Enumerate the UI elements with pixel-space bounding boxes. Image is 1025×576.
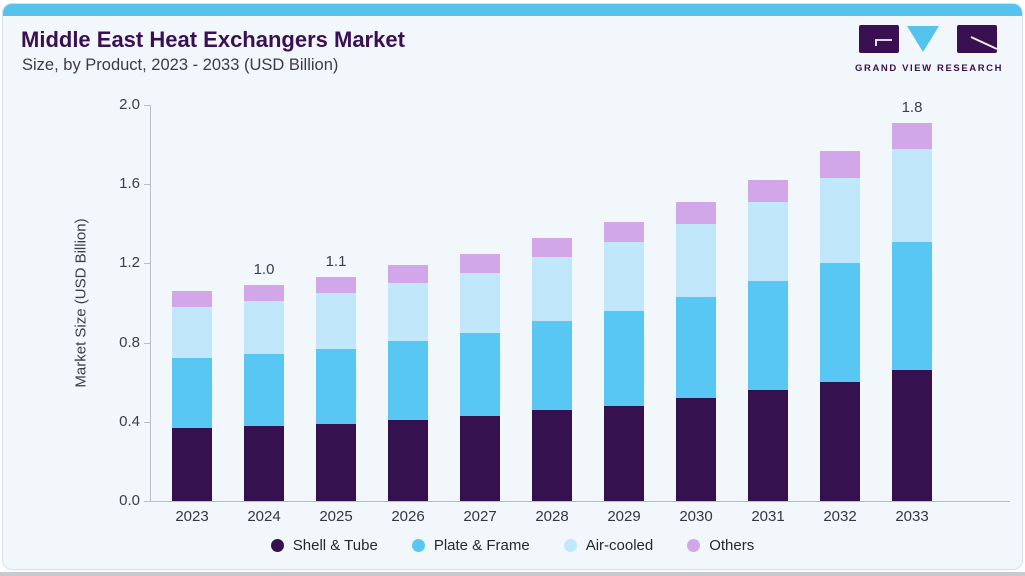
x-tick-label: 2031 — [751, 508, 785, 525]
bar-value-label: 1.0 — [253, 261, 275, 279]
x-axis-line — [150, 501, 1010, 502]
page-subtitle: Size, by Product, 2023 - 2033 (USD Billi… — [22, 56, 339, 74]
bar-segment-2023 — [172, 291, 212, 307]
legend-swatch-shell-tube-icon — [270, 539, 284, 552]
x-tick-label: 2028 — [535, 508, 569, 525]
bar-value-label: 1.1 — [325, 253, 347, 271]
bar-segment-2027 — [460, 332, 500, 416]
y-axis-title: Market Size (USD Billion) — [72, 218, 90, 388]
y-tick-label: 0.0 — [119, 492, 140, 509]
bar-segment-2024 — [244, 285, 284, 301]
y-axis-tick — [144, 501, 150, 502]
bar-segment-2030 — [676, 223, 716, 298]
bar-value-label: 1.8 — [901, 98, 923, 116]
y-axis-tick — [144, 105, 150, 106]
y-axis-tick — [144, 263, 150, 265]
y-tick-label: 1.6 — [119, 175, 140, 193]
bar-segment-2029 — [604, 241, 644, 311]
x-tick-label: 2024 — [247, 508, 281, 525]
bar-segment-2028 — [532, 320, 572, 410]
bar-segment-2024 — [244, 354, 284, 426]
bar-segment-2033 — [892, 148, 932, 242]
bar-segment-2032 — [820, 382, 860, 501]
page-title: Middle East Heat Exchangers Market — [21, 27, 405, 52]
bar-segment-2031 — [748, 390, 788, 501]
bottom-edge — [0, 572, 1025, 576]
bar-segment-2023 — [172, 306, 212, 359]
bar-segment-2031 — [748, 180, 788, 202]
legend-label-plate-frame: Plate & Frame — [433, 537, 530, 554]
x-tick-label: 2023 — [175, 508, 209, 525]
bar-segment-2025 — [316, 348, 356, 424]
bar-segment-2032 — [820, 263, 860, 383]
bar-segment-2032 — [820, 178, 860, 264]
gvr-logo-text: GRAND VIEW RESEARCH — [855, 63, 1004, 74]
y-tick-label: 2.0 — [119, 96, 140, 113]
bar-segment-2023 — [172, 427, 212, 501]
x-tick-label: 2029 — [607, 508, 641, 525]
bar-segment-2026 — [388, 265, 428, 284]
bar-segment-2029 — [604, 310, 644, 406]
y-axis-tick — [144, 421, 150, 423]
y-axis-tick — [144, 184, 150, 186]
y-tick-label: 0.4 — [119, 412, 140, 430]
x-tick-label: 2026 — [391, 508, 425, 525]
bar-segment-2030 — [676, 202, 716, 224]
bar-segment-2028 — [532, 257, 572, 321]
legend-item-plate-frame: Plate & Frame — [411, 537, 530, 554]
x-tick-label: 2032 — [823, 508, 857, 525]
x-tick-label: 2027 — [463, 508, 497, 525]
bar-segment-2029 — [604, 405, 644, 501]
bar-segment-2033 — [892, 122, 932, 149]
bar-segment-2023 — [172, 358, 212, 428]
legend-swatch-others-icon — [687, 539, 701, 552]
legend-swatch-air-cooled-icon — [563, 539, 577, 552]
bar-segment-2026 — [388, 340, 428, 420]
top-accent-bar — [3, 4, 1022, 16]
bar-segment-2024 — [244, 301, 284, 355]
x-tick-label: 2030 — [679, 508, 713, 525]
legend-item-others: Others — [687, 537, 754, 554]
legend-item-air-cooled: Air-cooled — [563, 537, 654, 554]
bar-segment-2028 — [532, 237, 572, 258]
gvr-logo-icon — [858, 25, 997, 53]
bar-segment-2033 — [892, 370, 932, 501]
bar-segment-2025 — [316, 277, 356, 294]
y-tick-label: 0.8 — [119, 333, 140, 351]
bar-segment-2033 — [892, 241, 932, 371]
bar-segment-2030 — [676, 398, 716, 501]
bar-segment-2030 — [676, 297, 716, 399]
legend-item-shell-tube: Shell & Tube — [270, 537, 378, 554]
gvr-logo: GRAND VIEW RESEARCH — [855, 25, 1004, 74]
bar-segment-2025 — [316, 293, 356, 349]
bar-segment-2024 — [244, 425, 284, 501]
bar-segment-2025 — [316, 423, 356, 501]
bar-segment-2028 — [532, 409, 572, 501]
y-axis-tick — [144, 342, 150, 344]
legend-label-shell-tube: Shell & Tube — [292, 537, 378, 554]
legend-label-others: Others — [709, 537, 755, 554]
y-tick-label: 1.2 — [119, 254, 140, 272]
x-tick-label: 2025 — [319, 508, 353, 525]
bar-segment-2026 — [388, 283, 428, 341]
legend-label-air-cooled: Air-cooled — [585, 537, 654, 554]
bar-segment-2031 — [748, 281, 788, 391]
y-axis-line — [150, 105, 151, 501]
bar-segment-2026 — [388, 419, 428, 501]
bar-segment-2029 — [604, 221, 644, 242]
bar-segment-2032 — [820, 150, 860, 179]
x-tick-label: 2033 — [895, 508, 929, 525]
chart-legend: Shell & Tube Plate & Frame Air-cooled Ot… — [0, 537, 1025, 554]
bar-segment-2027 — [460, 253, 500, 274]
bar-segment-2027 — [460, 273, 500, 333]
legend-swatch-plate-frame-icon — [411, 539, 425, 552]
bar-segment-2031 — [748, 202, 788, 282]
bar-segment-2027 — [460, 415, 500, 501]
